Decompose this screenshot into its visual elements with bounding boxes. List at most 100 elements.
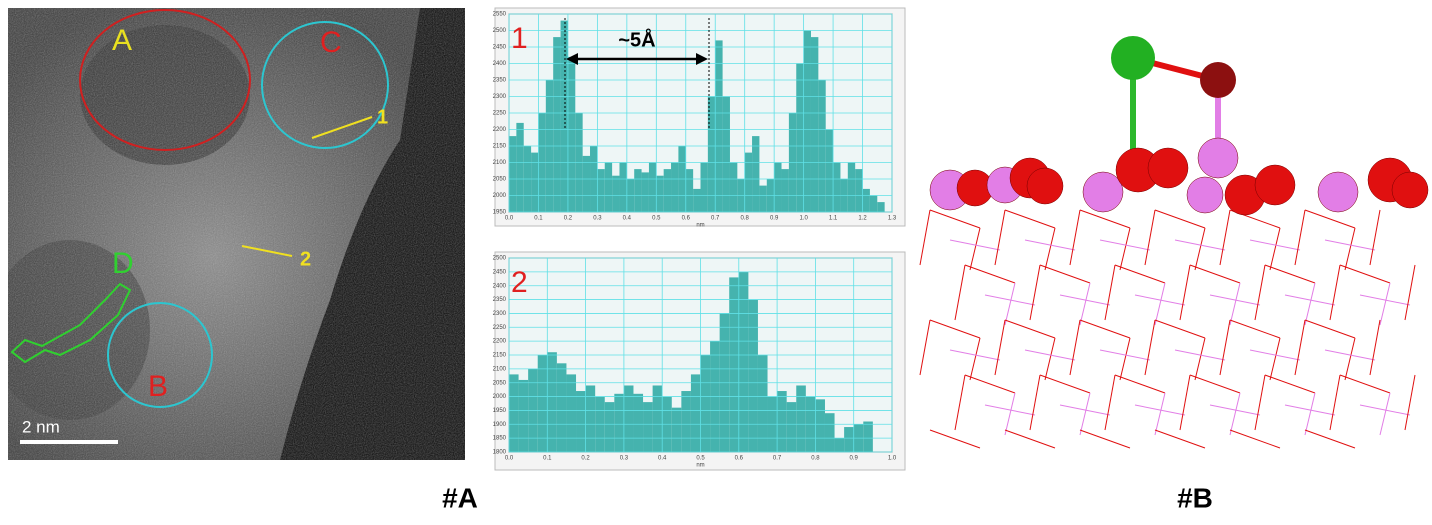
- bar: [701, 163, 708, 213]
- bond: [930, 430, 980, 448]
- bond: [1040, 375, 1090, 393]
- bar: [561, 21, 568, 212]
- x-tick-label: 1.0: [888, 456, 897, 462]
- x-axis-label: nm: [696, 223, 704, 229]
- bond: [920, 210, 930, 265]
- bar: [825, 413, 835, 452]
- bar: [649, 163, 656, 213]
- bar: [566, 374, 576, 452]
- bond: [1105, 375, 1115, 430]
- bar: [605, 163, 612, 213]
- x-tick-label: 0.6: [682, 216, 691, 222]
- bond: [930, 210, 980, 228]
- bond: [1005, 320, 1055, 338]
- atom: [1318, 172, 1358, 212]
- bond: [1370, 320, 1380, 375]
- bond: [1305, 320, 1355, 338]
- bond: [920, 320, 930, 375]
- bar: [729, 277, 739, 452]
- y-tick-label: 2050: [493, 380, 507, 386]
- bar: [576, 391, 586, 452]
- bond: [1230, 393, 1240, 435]
- bond: [1340, 375, 1390, 393]
- bar: [624, 385, 634, 452]
- bond: [995, 320, 1005, 375]
- bond: [1370, 210, 1380, 265]
- y-tick-label: 1850: [493, 436, 507, 442]
- bond: [1005, 210, 1055, 228]
- x-tick-label: 1.1: [829, 216, 838, 222]
- bond: [1190, 265, 1240, 283]
- bar: [701, 355, 711, 452]
- region-label: A: [112, 24, 132, 57]
- bond: [1155, 210, 1205, 228]
- bond: [1305, 210, 1355, 228]
- bar: [782, 169, 789, 212]
- y-tick-label: 2300: [493, 311, 507, 317]
- x-tick-label: 1.3: [888, 216, 897, 222]
- bar: [547, 352, 557, 452]
- panel-caption: #A: [442, 482, 478, 513]
- bar: [557, 363, 567, 452]
- chart-title: 2: [511, 266, 528, 299]
- y-tick-label: 2350: [493, 297, 507, 303]
- y-tick-label: 2500: [493, 28, 507, 34]
- bar: [826, 130, 833, 213]
- bond: [1380, 283, 1390, 325]
- bar: [681, 391, 691, 452]
- bar: [863, 422, 873, 452]
- bar: [633, 394, 643, 452]
- y-tick-label: 2450: [493, 269, 507, 275]
- bond: [1405, 265, 1415, 320]
- atom: [1083, 172, 1123, 212]
- bond: [1220, 210, 1230, 265]
- bar: [796, 385, 806, 452]
- y-tick-label: 2500: [493, 256, 507, 262]
- bond: [970, 228, 980, 270]
- bar: [863, 189, 870, 212]
- atom: [1111, 36, 1155, 80]
- bar: [833, 163, 840, 213]
- y-tick-label: 1950: [493, 408, 507, 414]
- bond: [1405, 375, 1415, 430]
- atom: [1148, 148, 1188, 188]
- bond: [1070, 320, 1080, 375]
- y-tick-label: 2350: [493, 78, 507, 84]
- bar: [870, 196, 877, 213]
- y-tick-label: 2400: [493, 283, 507, 289]
- bond: [970, 338, 980, 380]
- bond: [1265, 265, 1315, 283]
- bond: [1380, 393, 1390, 435]
- x-tick-label: 0.0: [505, 456, 514, 462]
- chart-title: 1: [511, 22, 528, 55]
- bond: [955, 375, 965, 430]
- bar: [653, 385, 663, 452]
- atom: [1392, 172, 1428, 208]
- bond: [1295, 210, 1305, 265]
- bond: [1270, 338, 1280, 380]
- bar: [796, 64, 803, 213]
- bar: [759, 186, 766, 212]
- atom: [1200, 62, 1236, 98]
- x-tick-label: 0.9: [850, 456, 859, 462]
- bar: [844, 427, 854, 452]
- structure-model: [920, 36, 1428, 448]
- line-label: 1: [377, 106, 388, 128]
- bar: [848, 163, 855, 213]
- bar: [634, 169, 641, 212]
- bond: [1345, 338, 1355, 380]
- bond: [1295, 320, 1305, 375]
- x-tick-label: 0.5: [696, 456, 705, 462]
- atom: [1198, 138, 1238, 178]
- x-tick-label: 0.3: [593, 216, 602, 222]
- bar: [586, 385, 596, 452]
- y-tick-label: 2250: [493, 111, 507, 117]
- bar: [748, 300, 758, 452]
- bar: [855, 169, 862, 212]
- bar: [642, 172, 649, 212]
- bar: [531, 153, 538, 212]
- bar: [774, 163, 781, 213]
- x-axis-label: nm: [696, 463, 704, 469]
- bond: [1030, 375, 1040, 430]
- bond: [1030, 265, 1040, 320]
